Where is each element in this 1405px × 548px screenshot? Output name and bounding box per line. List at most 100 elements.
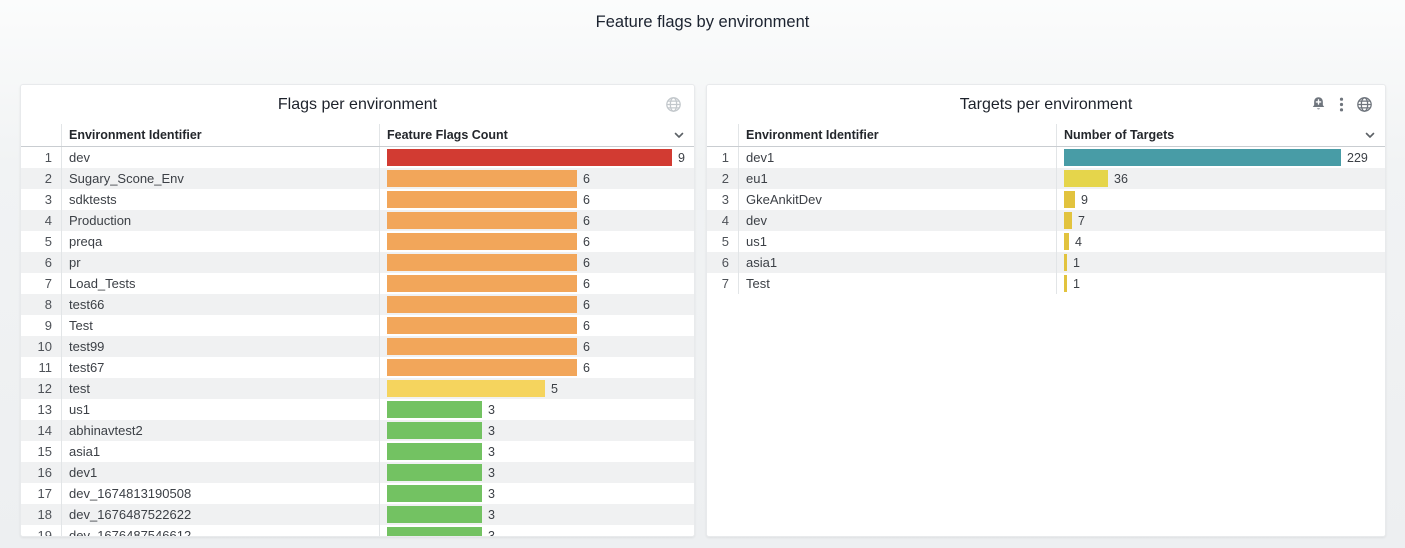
value-bar xyxy=(387,485,482,502)
table-row: 19 dev_1676487546612 3 xyxy=(21,525,694,536)
value-bar xyxy=(387,170,577,187)
bar-value: 7 xyxy=(1078,213,1085,228)
chevron-down-icon[interactable] xyxy=(1364,129,1376,144)
value-bar xyxy=(387,527,482,536)
table-row: 3 sdktests 6 xyxy=(21,189,694,210)
bar-value: 3 xyxy=(488,402,495,417)
environment-name: Production xyxy=(61,210,379,231)
table-row: 12 test 5 xyxy=(21,378,694,399)
table-header: Environment Identifier Feature Flags Cou… xyxy=(21,124,694,147)
bar-value: 6 xyxy=(583,318,590,333)
value-bar xyxy=(1064,149,1341,166)
row-index: 1 xyxy=(721,150,729,165)
bar-cell: 36 xyxy=(1056,168,1385,189)
table-row: 4 Production 6 xyxy=(21,210,694,231)
environment-name: test99 xyxy=(61,336,379,357)
row-index: 9 xyxy=(44,318,52,333)
table-row: 7 Load_Tests 6 xyxy=(21,273,694,294)
panel-title[interactable]: Flags per environment xyxy=(277,95,438,113)
column-header-environment[interactable]: Environment Identifier xyxy=(61,124,379,146)
value-bar xyxy=(1064,275,1067,292)
bell-plus-icon[interactable] xyxy=(1310,96,1327,113)
bar-value: 3 xyxy=(488,423,495,438)
bar-value: 3 xyxy=(488,486,495,501)
row-index-header xyxy=(21,124,61,146)
table-row: 6 pr 6 xyxy=(21,252,694,273)
bar-cell: 3 xyxy=(379,441,694,462)
bar-value: 5 xyxy=(551,381,558,396)
bar-cell: 5 xyxy=(379,378,694,399)
bar-value: 3 xyxy=(488,444,495,459)
globe-icon[interactable] xyxy=(665,96,682,113)
value-bar xyxy=(1064,212,1072,229)
table-row: 8 test66 6 xyxy=(21,294,694,315)
value-bar xyxy=(387,254,577,271)
panel-title[interactable]: Targets per environment xyxy=(959,95,1133,113)
kebab-menu-icon[interactable] xyxy=(1339,96,1344,113)
row-index: 1 xyxy=(44,150,52,165)
environment-name: test67 xyxy=(61,357,379,378)
targets-table-body: 1 dev1 229 2 eu1 36 3 GkeAnkitDev 9 4 dev 7 5 us1 4 6 as… xyxy=(707,147,1385,294)
row-index: 3 xyxy=(721,192,729,207)
environment-name: dev_1674813190508 xyxy=(61,483,379,504)
globe-icon[interactable] xyxy=(1356,96,1373,113)
row-index: 8 xyxy=(44,297,52,312)
bar-value: 6 xyxy=(583,234,590,249)
bar-value: 3 xyxy=(488,507,495,522)
value-bar xyxy=(387,191,577,208)
bar-value: 229 xyxy=(1347,150,1368,165)
table-row: 15 asia1 3 xyxy=(21,441,694,462)
value-bar xyxy=(387,212,577,229)
table-row: 3 GkeAnkitDev 9 xyxy=(707,189,1385,210)
environment-name: dev1 xyxy=(61,462,379,483)
row-index: 10 xyxy=(37,339,52,354)
bar-cell: 1 xyxy=(1056,252,1385,273)
table-header: Environment Identifier Number of Targets xyxy=(707,124,1385,147)
bar-cell: 6 xyxy=(379,252,694,273)
row-index: 2 xyxy=(44,171,52,186)
bar-cell: 3 xyxy=(379,525,694,536)
row-index: 6 xyxy=(44,255,52,270)
bar-cell: 7 xyxy=(1056,210,1385,231)
row-index: 7 xyxy=(44,276,52,291)
bar-value: 6 xyxy=(583,276,590,291)
table-row: 4 dev 7 xyxy=(707,210,1385,231)
bar-cell: 6 xyxy=(379,357,694,378)
row-index: 16 xyxy=(37,465,52,480)
environment-name: dev_1676487522622 xyxy=(61,504,379,525)
panel-targets-per-environment: Targets per environment xyxy=(706,84,1386,537)
value-bar xyxy=(387,443,482,460)
panel-header: Flags per environment xyxy=(21,85,694,124)
table-row: 5 preqa 6 xyxy=(21,231,694,252)
table-row: 9 Test 6 xyxy=(21,315,694,336)
value-bar xyxy=(387,149,672,166)
bar-cell: 6 xyxy=(379,315,694,336)
table-row: 6 asia1 1 xyxy=(707,252,1385,273)
page-title: Feature flags by environment xyxy=(595,13,810,31)
environment-name: preqa xyxy=(61,231,379,252)
value-bar xyxy=(387,401,482,418)
bar-cell: 229 xyxy=(1056,147,1385,168)
table-row: 16 dev1 3 xyxy=(21,462,694,483)
flags-table-body: 1 dev 9 2 Sugary_Scone_Env 6 3 sdktests 6 4 Produc… xyxy=(21,147,694,536)
table-row: 1 dev1 229 xyxy=(707,147,1385,168)
bar-cell: 6 xyxy=(379,210,694,231)
environment-name: pr xyxy=(61,252,379,273)
value-bar xyxy=(387,380,545,397)
table-row: 13 us1 3 xyxy=(21,399,694,420)
column-header-flags-count[interactable]: Feature Flags Count xyxy=(379,124,694,146)
environment-name: GkeAnkitDev xyxy=(738,189,1056,210)
row-index-header xyxy=(707,124,738,146)
column-header-environment[interactable]: Environment Identifier xyxy=(738,124,1056,146)
row-index: 14 xyxy=(37,423,52,438)
bar-value: 6 xyxy=(583,192,590,207)
chevron-down-icon[interactable] xyxy=(673,129,685,144)
environment-name: test xyxy=(61,378,379,399)
column-header-targets-count[interactable]: Number of Targets xyxy=(1056,124,1385,146)
environment-name: us1 xyxy=(61,399,379,420)
value-bar xyxy=(387,338,577,355)
environment-name: asia1 xyxy=(738,252,1056,273)
table-row: 11 test67 6 xyxy=(21,357,694,378)
environment-name: dev xyxy=(738,210,1056,231)
bar-cell: 3 xyxy=(379,504,694,525)
